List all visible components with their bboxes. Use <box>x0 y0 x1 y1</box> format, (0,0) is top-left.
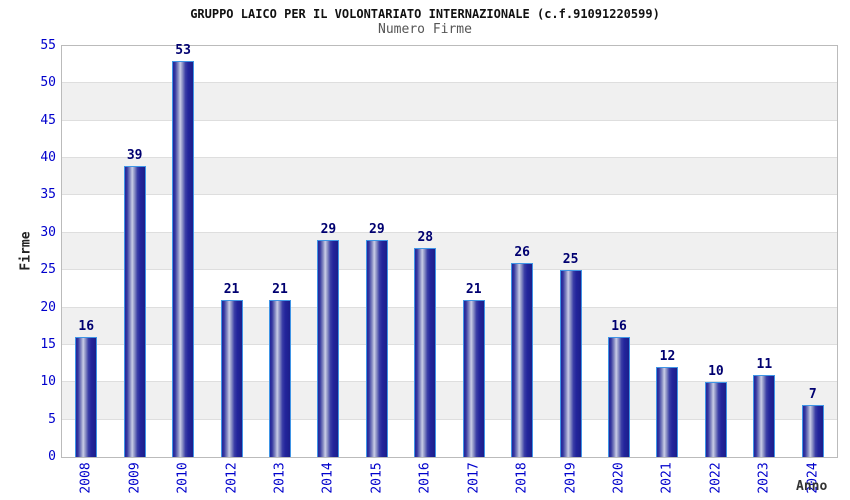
bar-value-label: 26 <box>514 244 530 260</box>
bar-2017 <box>462 300 485 457</box>
plot-area: 16 39 53 21 21 29 29 28 21 26 25 16 12 10 11 7 <box>61 42 838 458</box>
bar-2023 <box>753 374 776 457</box>
bar-2009 <box>123 165 146 457</box>
bar-2019 <box>559 270 582 457</box>
gridline <box>62 269 837 271</box>
x-tick-label: 2013 <box>272 462 288 494</box>
gridline <box>62 82 837 84</box>
x-tick-label: 2019 <box>563 462 579 494</box>
x-tick-label: 2010 <box>175 462 191 494</box>
x-tick-label: 2018 <box>514 462 530 494</box>
y-tick-label: 25 <box>40 262 56 278</box>
y-tick-label: 30 <box>40 224 56 240</box>
x-tick-label: 2023 <box>756 462 772 494</box>
y-tick-label: 0 <box>48 449 56 464</box>
y-tick-label: 15 <box>40 336 56 352</box>
x-tick-label: 2016 <box>417 462 433 494</box>
chart-subtitle: Numero Firme <box>378 22 472 37</box>
bar-2021 <box>656 367 679 457</box>
bar-value-label: 21 <box>223 282 240 298</box>
bar-2012 <box>220 300 243 457</box>
gridline <box>62 157 837 159</box>
bar-2014 <box>317 240 340 457</box>
bar-value-label: 7 <box>808 386 817 402</box>
gridline <box>62 306 837 308</box>
x-tick-label: 2015 <box>369 462 385 494</box>
bar-value-label: 28 <box>417 229 434 245</box>
bar-value-label: 16 <box>611 319 627 335</box>
y-tick-label: 55 <box>40 38 56 53</box>
x-tick-label: 2012 <box>224 462 240 494</box>
bar-2008 <box>75 337 98 457</box>
x-tick-label: 2009 <box>127 462 143 494</box>
y-tick-label: 45 <box>40 112 56 128</box>
bar-2015 <box>365 240 388 457</box>
bar-2020 <box>608 337 631 457</box>
x-tick-label: 2020 <box>611 462 627 494</box>
bar-value-label: 29 <box>320 222 337 238</box>
chart-title: GRUPPO LAICO PER IL VOLONTARIATO INTERNA… <box>190 7 660 21</box>
gridline <box>62 343 837 345</box>
bar-2024 <box>801 404 824 457</box>
bar-value-label: 21 <box>272 282 288 298</box>
bar-value-label: 10 <box>708 364 724 380</box>
gridline <box>62 119 837 121</box>
bar-value-label: 12 <box>659 349 676 365</box>
x-tick-label: 2014 <box>320 462 336 494</box>
bar-2010 <box>172 60 195 457</box>
x-tick-label: 2021 <box>659 462 675 494</box>
y-tick-label: 5 <box>48 411 56 427</box>
bar-value-label: 16 <box>78 319 95 335</box>
gridline <box>62 194 837 196</box>
x-tick-label: 2017 <box>466 462 482 494</box>
gridline <box>62 231 837 233</box>
bar-value-label: 39 <box>126 147 143 163</box>
bar-value-label: 11 <box>756 356 773 372</box>
bar-2013 <box>268 300 291 457</box>
x-axis-title: Anno <box>796 479 828 494</box>
gridline <box>62 418 837 420</box>
y-tick-label: 20 <box>40 299 56 315</box>
y-tick-label: 40 <box>40 150 56 166</box>
bar-value-label: 29 <box>369 222 385 238</box>
gridline <box>62 381 837 383</box>
bar-value-label: 21 <box>465 282 482 298</box>
y-tick-label: 10 <box>40 374 56 390</box>
bar-value-label: 53 <box>175 42 191 58</box>
bar-value-label: 25 <box>562 252 579 268</box>
x-tick-label: 2008 <box>78 462 94 494</box>
x-tick-label: 2022 <box>708 462 724 494</box>
bar-2018 <box>511 262 534 457</box>
y-tick-label: 50 <box>40 75 56 91</box>
y-tick-label: 35 <box>40 187 56 203</box>
bar-2016 <box>414 247 437 457</box>
bar-2022 <box>704 382 727 457</box>
